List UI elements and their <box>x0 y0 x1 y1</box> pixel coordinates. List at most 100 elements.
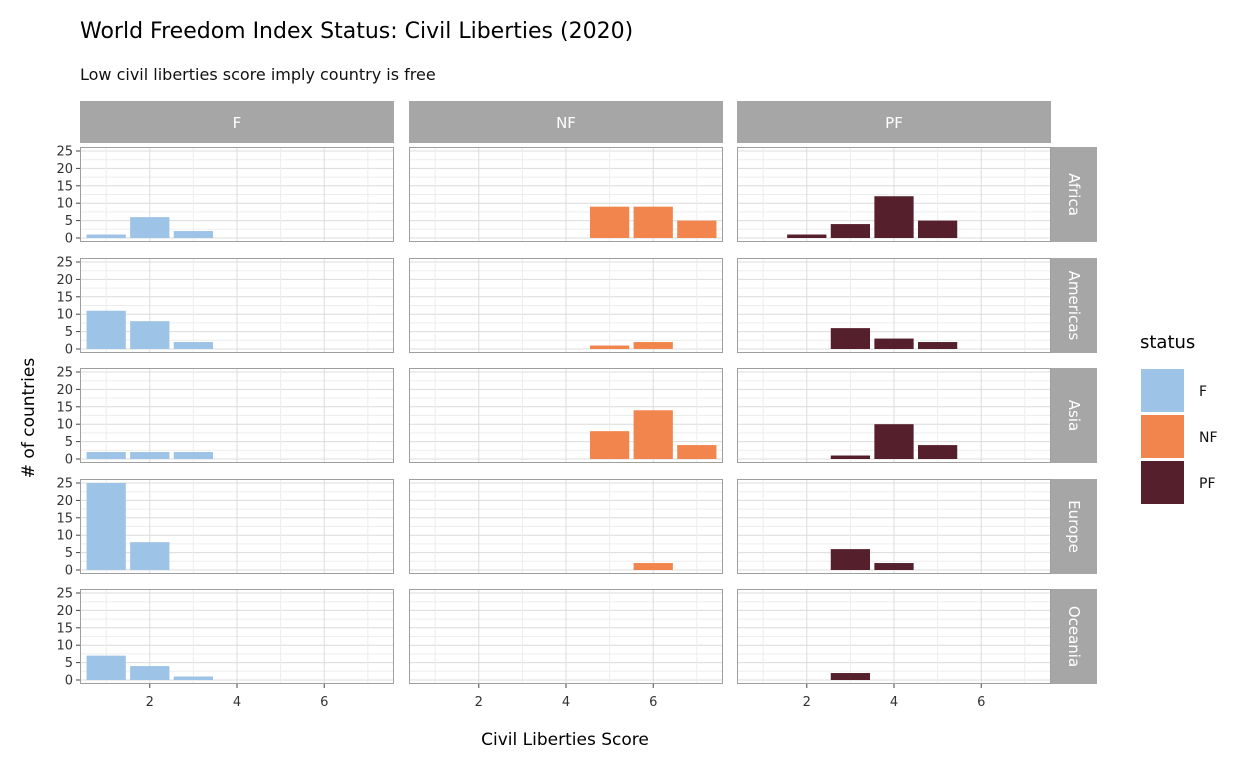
y-tick-label: 10 <box>56 529 73 544</box>
y-tick-label: 0 <box>65 232 73 247</box>
chart-subtitle: Low civil liberties score imply country … <box>80 65 436 84</box>
panel-africa-pf <box>737 147 1051 242</box>
row-strip-africa <box>1051 147 1097 242</box>
bar <box>130 321 170 349</box>
panel-border <box>80 258 394 353</box>
y-tick-label: 25 <box>56 366 73 381</box>
bar <box>130 542 170 570</box>
y-tick-label: 20 <box>56 604 73 619</box>
panel-americas-pf <box>737 258 1051 353</box>
y-tick-label: 25 <box>56 477 73 492</box>
panel-africa-f <box>80 147 394 242</box>
panel-oceania-pf <box>737 589 1051 684</box>
y-tick-label: 20 <box>56 273 73 288</box>
row-strip-oceania <box>1051 589 1097 684</box>
legend-label: PF <box>1199 476 1216 492</box>
panel-border <box>80 368 394 463</box>
x-tick-label: 6 <box>649 695 657 710</box>
y-tick-label: 20 <box>56 383 73 398</box>
bar <box>874 338 914 349</box>
column-strip-pf <box>737 101 1051 143</box>
y-tick-label: 0 <box>65 343 73 358</box>
panel-border <box>409 589 723 684</box>
bar <box>86 310 126 349</box>
column-strip-label: F <box>233 114 242 132</box>
row-strip-europe <box>1051 479 1097 574</box>
y-tick-label: 15 <box>56 179 73 194</box>
x-tick-label: 2 <box>803 695 811 710</box>
bar <box>917 220 958 238</box>
y-tick-label: 10 <box>56 197 73 212</box>
bar <box>917 445 958 459</box>
bar <box>173 342 214 349</box>
legend-key-nf <box>1141 415 1184 458</box>
x-tick-label: 4 <box>233 695 241 710</box>
chart-title: World Freedom Index Status: Civil Libert… <box>80 19 633 44</box>
y-tick-label: 5 <box>65 435 73 450</box>
bar <box>677 220 717 238</box>
bar <box>830 224 871 238</box>
panel-asia-nf <box>409 368 723 463</box>
legend: status F NF PF <box>1140 332 1218 504</box>
bar <box>633 410 673 459</box>
y-tick-label: 5 <box>65 214 73 229</box>
panel-border <box>737 589 1051 684</box>
panel-oceania-nf <box>409 589 723 684</box>
panel-oceania-f <box>80 589 394 684</box>
bar <box>173 231 214 238</box>
legend-key-f <box>1141 369 1184 412</box>
bar <box>830 328 871 349</box>
panel-border <box>80 589 394 684</box>
bar <box>830 673 871 680</box>
y-tick-label: 5 <box>65 546 73 561</box>
panel-border <box>737 479 1051 574</box>
bar <box>830 549 871 570</box>
bar <box>874 563 914 570</box>
column-strip-f <box>80 101 394 143</box>
bar <box>633 563 673 570</box>
panel-border <box>737 368 1051 463</box>
x-tick-label: 4 <box>890 695 898 710</box>
row-strip-label: Europe <box>1065 500 1083 553</box>
y-tick-label: 20 <box>56 494 73 509</box>
y-tick-label: 5 <box>65 656 73 671</box>
row-strip-label: Africa <box>1065 173 1083 216</box>
y-tick-label: 25 <box>56 145 73 160</box>
panel-border <box>737 147 1051 242</box>
y-tick-label: 15 <box>56 290 73 305</box>
panel-border <box>737 258 1051 353</box>
x-tick-label: 6 <box>977 695 985 710</box>
bar <box>130 217 170 238</box>
bar <box>86 452 126 459</box>
y-tick-label: 0 <box>65 453 73 468</box>
legend-key-pf <box>1141 461 1184 504</box>
row-strip-label: Americas <box>1065 271 1083 341</box>
x-tick-label: 2 <box>146 695 154 710</box>
row-strip-asia <box>1051 368 1097 463</box>
panel-americas-f <box>80 258 394 353</box>
bar <box>917 342 958 349</box>
y-tick-label: 15 <box>56 511 73 526</box>
bar <box>677 445 717 459</box>
row-strip-label: Asia <box>1065 400 1083 431</box>
panel-border <box>409 258 723 353</box>
bar <box>86 655 126 680</box>
bar <box>787 234 827 238</box>
y-tick-label: 10 <box>56 418 73 433</box>
panel-asia-f <box>80 368 394 463</box>
y-tick-label: 25 <box>56 256 73 271</box>
panel-europe-nf <box>409 479 723 574</box>
bar <box>633 206 673 238</box>
y-tick-label: 15 <box>56 400 73 415</box>
bar <box>589 431 630 459</box>
column-strip-label: NF <box>556 114 576 132</box>
bar <box>633 342 673 349</box>
row-strip-label: Oceania <box>1065 606 1083 667</box>
bar <box>589 345 630 349</box>
panels: F NF PF Africa Americas Asia Europe Oceania 0 5 10… <box>56 101 1097 710</box>
panel-border <box>80 147 394 242</box>
x-tick-label: 4 <box>562 695 570 710</box>
y-tick-label: 5 <box>65 325 73 340</box>
panel-africa-nf <box>409 147 723 242</box>
